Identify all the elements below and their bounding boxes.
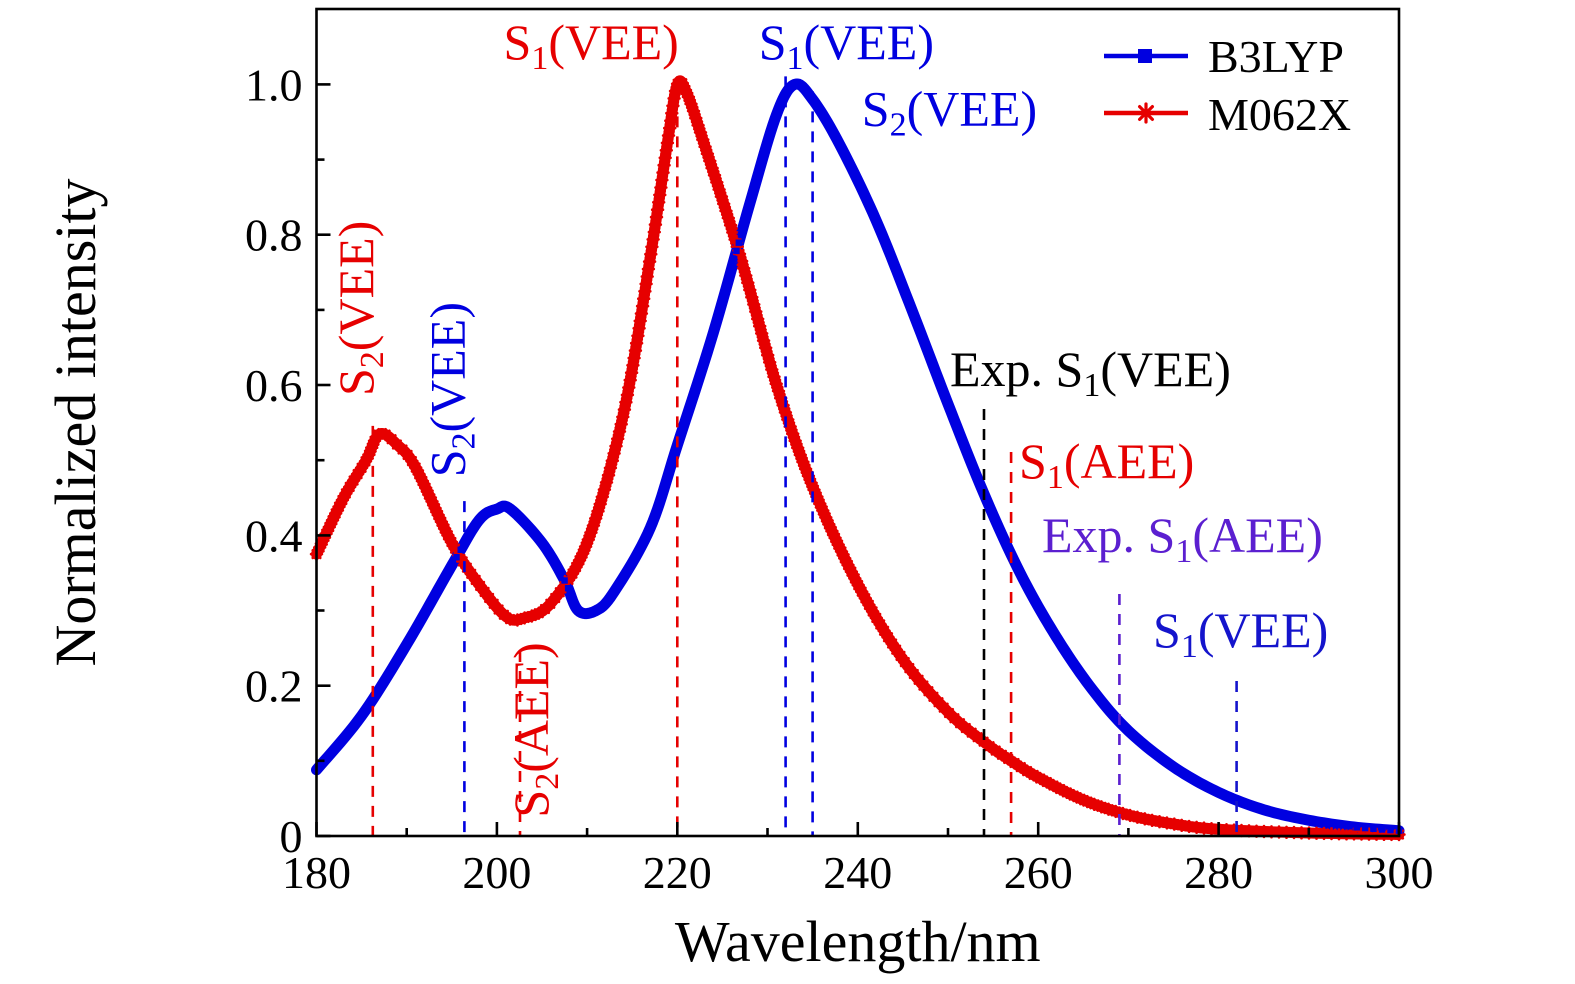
svg-text:220: 220 bbox=[643, 847, 712, 898]
svg-text:S2(VEE): S2(VEE) bbox=[419, 302, 482, 477]
svg-text:S1(AEE): S1(AEE) bbox=[1019, 433, 1194, 496]
svg-text:0.4: 0.4 bbox=[245, 510, 303, 561]
svg-text:Exp. S1(VEE): Exp. S1(VEE) bbox=[950, 341, 1231, 404]
svg-text:S1(VEE): S1(VEE) bbox=[759, 14, 934, 77]
svg-text:M062X: M062X bbox=[1208, 89, 1351, 140]
svg-text:240: 240 bbox=[823, 847, 892, 898]
svg-text:0.6: 0.6 bbox=[245, 360, 303, 411]
svg-text:S2(AEE): S2(AEE) bbox=[503, 642, 566, 817]
svg-text:S2(VEE): S2(VEE) bbox=[862, 81, 1037, 144]
svg-text:S2(VEE): S2(VEE) bbox=[328, 221, 391, 396]
svg-text:B3LYP: B3LYP bbox=[1208, 31, 1344, 82]
svg-text:S1(VEE): S1(VEE) bbox=[504, 14, 679, 77]
svg-text:S1(VEE): S1(VEE) bbox=[1153, 602, 1328, 665]
svg-text:200: 200 bbox=[462, 847, 531, 898]
svg-text:280: 280 bbox=[1184, 847, 1253, 898]
svg-text:260: 260 bbox=[1004, 847, 1073, 898]
svg-text:300: 300 bbox=[1365, 847, 1434, 898]
svg-text:0.8: 0.8 bbox=[245, 210, 303, 261]
svg-text:0.2: 0.2 bbox=[245, 661, 303, 712]
svg-text:Wavelength/nm: Wavelength/nm bbox=[675, 909, 1041, 974]
svg-text:0: 0 bbox=[280, 811, 303, 862]
svg-text:Exp. S1(AEE): Exp. S1(AEE) bbox=[1042, 507, 1323, 570]
svg-text:1.0: 1.0 bbox=[245, 59, 303, 110]
svg-text:Normalized intensity: Normalized intensity bbox=[43, 178, 108, 666]
